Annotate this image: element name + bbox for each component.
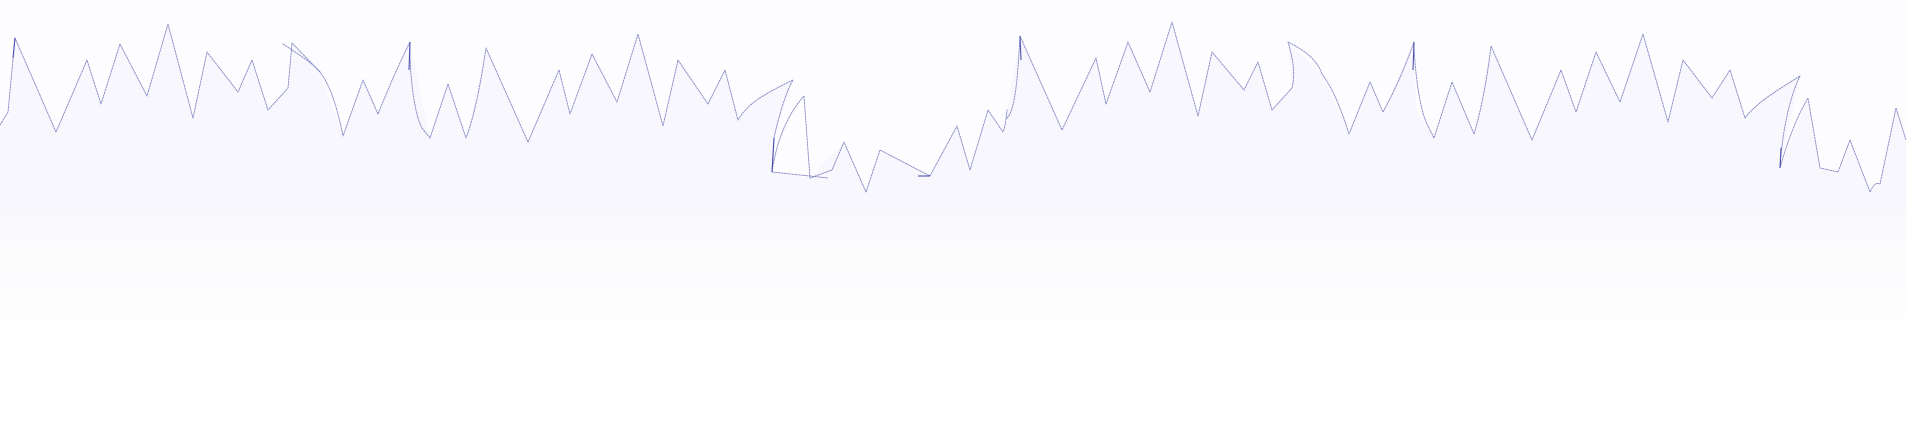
accent-6 xyxy=(1412,41,1415,71)
accent-5 xyxy=(1019,35,1022,61)
accent-3 xyxy=(771,137,775,173)
accent-2 xyxy=(408,41,411,71)
accent-7 xyxy=(1779,147,1782,169)
background-band xyxy=(0,205,1906,365)
accent-1 xyxy=(12,37,16,59)
area-fill-left xyxy=(0,22,1906,210)
trace-left-2 xyxy=(282,33,829,179)
trace-left xyxy=(0,23,321,133)
trace-right xyxy=(1006,21,1801,141)
trace-right-2 xyxy=(1779,75,1906,193)
trace-left-3 xyxy=(771,95,1008,193)
